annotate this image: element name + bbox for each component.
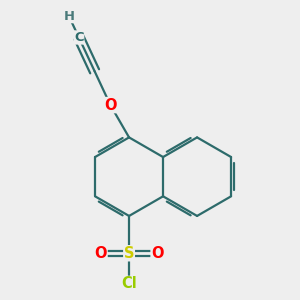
Text: S: S: [124, 246, 134, 261]
Text: H: H: [63, 10, 74, 22]
Text: O: O: [94, 246, 107, 261]
Text: O: O: [104, 98, 117, 112]
Text: O: O: [151, 246, 164, 261]
Text: C: C: [74, 31, 84, 44]
Text: Cl: Cl: [121, 276, 137, 291]
